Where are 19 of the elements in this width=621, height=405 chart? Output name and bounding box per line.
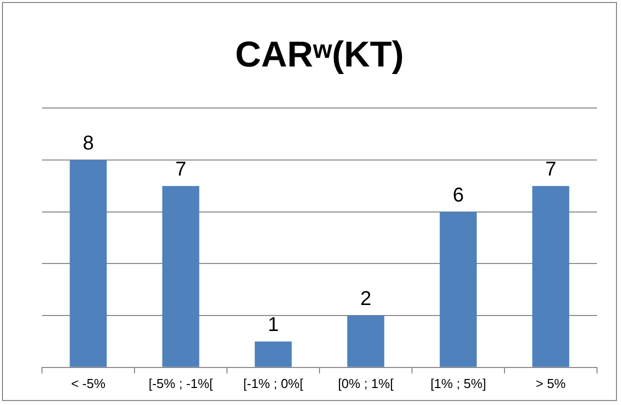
x-tick-label: [-1% ; 0%[ — [243, 376, 304, 391]
bar — [254, 341, 292, 367]
x-tick-label: [-5% ; -1%[ — [148, 376, 214, 391]
data-label: 8 — [82, 132, 94, 155]
bar — [532, 186, 570, 367]
bar — [162, 186, 200, 367]
data-label: 7 — [175, 158, 186, 180]
x-tick-label: [0% ; 1%[ — [338, 376, 394, 391]
x-tick-label: > 5% — [536, 376, 566, 391]
data-label: 6 — [452, 184, 464, 206]
data-label: 7 — [545, 158, 556, 180]
chart-title: CARʷ(KT) — [235, 34, 404, 75]
data-label: 1 — [268, 314, 279, 336]
x-tick-label: < -5% — [71, 376, 106, 391]
bar — [347, 316, 384, 367]
bar — [70, 160, 107, 367]
data-label: 2 — [360, 288, 372, 310]
x-tick-label: [1% ; 5%] — [430, 376, 486, 391]
bar — [440, 212, 477, 367]
